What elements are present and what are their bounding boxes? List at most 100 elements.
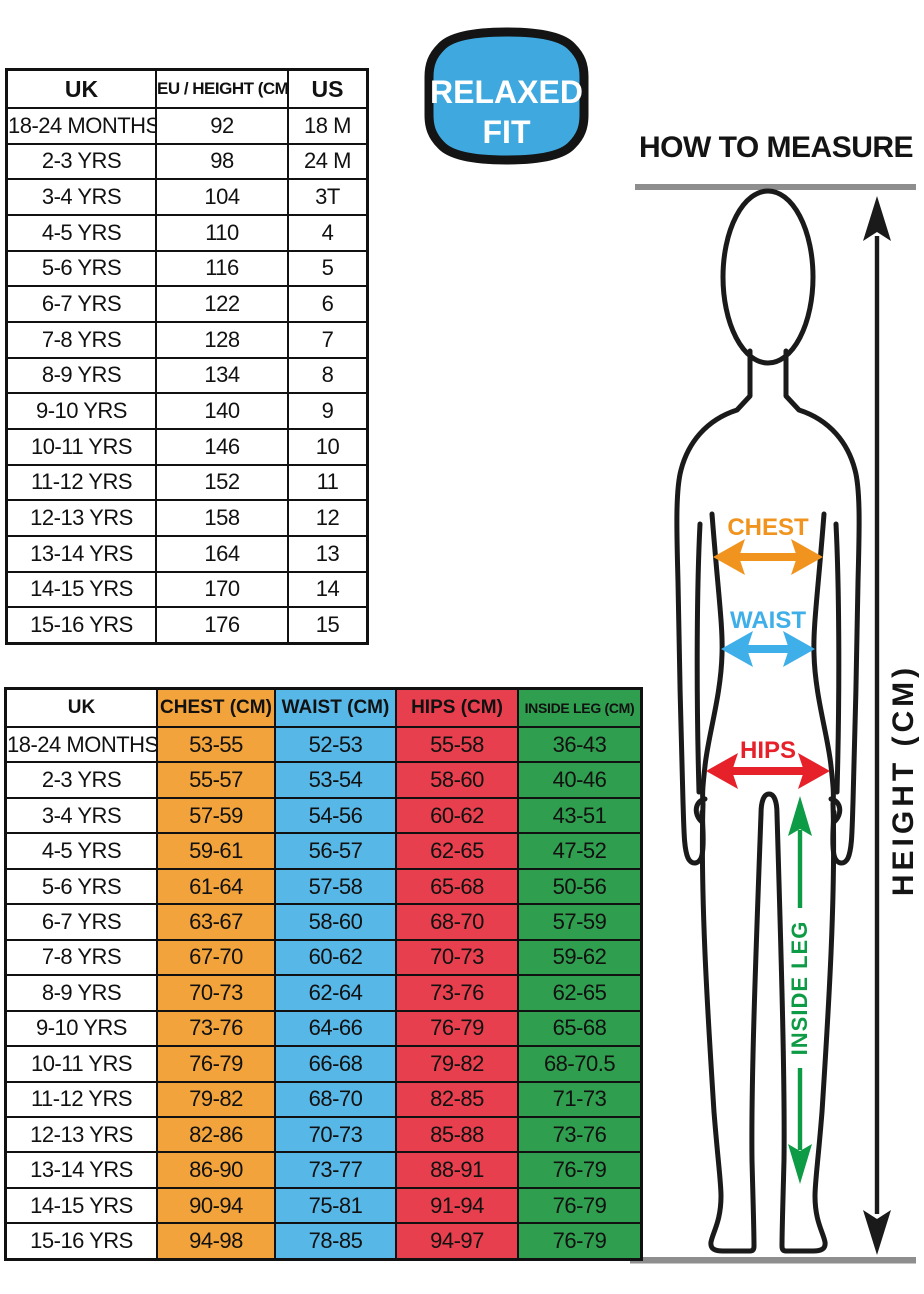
cell-chest: 57-59 bbox=[156, 796, 276, 835]
right-inner-leg-line bbox=[774, 811, 787, 1249]
header-uk: UK bbox=[5, 68, 157, 109]
cell-eu-height: 128 bbox=[155, 320, 289, 359]
cell-uk: 10-11 YRS bbox=[5, 427, 157, 466]
height-arrow bbox=[863, 196, 891, 1255]
cell-uk: 10-11 YRS bbox=[4, 1045, 158, 1083]
table-row: 2-3 YRS 98 24 M bbox=[5, 142, 369, 181]
cell-hips: 58-60 bbox=[395, 761, 519, 799]
cell-chest: 73-76 bbox=[156, 1009, 276, 1048]
cell-eu-height: 110 bbox=[155, 213, 289, 252]
cell-uk: 13-14 YRS bbox=[5, 534, 157, 573]
cell-eu-height: 116 bbox=[155, 249, 289, 288]
relaxed-fit-badge: RELAXED FIT bbox=[424, 27, 589, 165]
cell-uk: 13-14 YRS bbox=[4, 1151, 158, 1189]
cell-us: 24 M bbox=[287, 142, 369, 181]
cell-us: 5 bbox=[287, 249, 369, 288]
cell-inside-leg: 76-79 bbox=[517, 1222, 643, 1261]
cell-us: 15 bbox=[287, 606, 369, 645]
cell-eu-height: 170 bbox=[155, 570, 289, 609]
title-underline bbox=[635, 184, 916, 190]
chest-label: CHEST bbox=[727, 514, 809, 541]
cell-chest: 94-98 bbox=[156, 1222, 276, 1261]
cell-hips: 65-68 bbox=[395, 867, 519, 906]
cell-us: 3T bbox=[287, 178, 369, 216]
cell-us: 6 bbox=[287, 285, 369, 323]
table-row: 2-3 YRS 55-57 53-54 58-60 40-46 bbox=[4, 761, 643, 799]
cell-chest: 63-67 bbox=[156, 903, 276, 941]
cell-eu-height: 140 bbox=[155, 392, 289, 430]
table-row: 13-14 YRS 86-90 73-77 88-91 76-79 bbox=[4, 1151, 643, 1189]
header-inside-leg: INSIDE LEG (CM) bbox=[517, 687, 643, 728]
cell-hips: 79-82 bbox=[395, 1045, 519, 1083]
table-row: 5-6 YRS 116 5 bbox=[5, 249, 369, 288]
body-measurements-header: UK CHEST (CM) WAIST (CM) HIPS (CM) INSID… bbox=[4, 687, 643, 728]
cell-waist: 58-60 bbox=[274, 903, 397, 941]
table-row: 13-14 YRS 164 13 bbox=[5, 534, 369, 573]
hips-label: HIPS bbox=[740, 737, 796, 764]
cell-chest: 90-94 bbox=[156, 1186, 276, 1225]
table-row: 10-11 YRS 146 10 bbox=[5, 427, 369, 466]
header-waist: WAIST (CM) bbox=[274, 687, 397, 728]
table-header-row: UK EU / HEIGHT (CM) US bbox=[5, 68, 369, 109]
cell-hips: 60-62 bbox=[395, 796, 519, 835]
cell-waist: 54-56 bbox=[274, 796, 397, 835]
table-row: 6-7 YRS 63-67 58-60 68-70 57-59 bbox=[4, 903, 643, 941]
cell-hips: 70-73 bbox=[395, 938, 519, 977]
cell-waist: 66-68 bbox=[274, 1045, 397, 1083]
table-row: 3-4 YRS 104 3T bbox=[5, 178, 369, 216]
left-inner-leg-line bbox=[749, 811, 764, 1249]
cell-uk: 11-12 YRS bbox=[5, 463, 157, 502]
cell-chest: 70-73 bbox=[156, 974, 276, 1012]
table-row: 7-8 YRS 67-70 60-62 70-73 59-62 bbox=[4, 938, 643, 977]
cell-uk: 7-8 YRS bbox=[4, 938, 158, 977]
head-outline bbox=[720, 188, 816, 366]
cell-eu-height: 98 bbox=[155, 142, 289, 181]
cell-inside-leg: 65-68 bbox=[517, 1009, 643, 1048]
cell-uk: 5-6 YRS bbox=[4, 867, 158, 906]
cell-inside-leg: 50-56 bbox=[517, 867, 643, 906]
cell-chest: 76-79 bbox=[156, 1045, 276, 1083]
table-row: 4-5 YRS 59-61 56-57 62-65 47-52 bbox=[4, 832, 643, 870]
cell-waist: 78-85 bbox=[274, 1222, 397, 1261]
cell-inside-leg: 76-79 bbox=[517, 1151, 643, 1189]
cell-waist: 68-70 bbox=[274, 1080, 397, 1118]
cell-chest: 53-55 bbox=[156, 725, 276, 764]
header-us: US bbox=[287, 68, 369, 109]
cell-us: 14 bbox=[287, 570, 369, 609]
table-row: 15-16 YRS 94-98 78-85 94-97 76-79 bbox=[4, 1222, 643, 1261]
cell-uk: 8-9 YRS bbox=[5, 356, 157, 395]
cell-uk: 12-13 YRS bbox=[4, 1115, 158, 1154]
cell-waist: 53-54 bbox=[274, 761, 397, 799]
cell-hips: 68-70 bbox=[395, 903, 519, 941]
cell-waist: 73-77 bbox=[274, 1151, 397, 1189]
cell-chest: 67-70 bbox=[156, 938, 276, 977]
cell-eu-height: 92 bbox=[155, 107, 289, 145]
cell-uk: 3-4 YRS bbox=[5, 178, 157, 216]
cell-inside-leg: 36-43 bbox=[517, 725, 643, 764]
cell-eu-height: 146 bbox=[155, 427, 289, 466]
cell-inside-leg: 73-76 bbox=[517, 1115, 643, 1154]
right-arm-inner-line bbox=[833, 521, 842, 795]
cell-hips: 82-85 bbox=[395, 1080, 519, 1118]
cell-waist: 52-53 bbox=[274, 725, 397, 764]
age-size-table: UK EU / HEIGHT (CM) US 18-24 MONTHS 92 1… bbox=[5, 68, 369, 645]
cell-hips: 88-91 bbox=[395, 1151, 519, 1189]
cell-waist: 57-58 bbox=[274, 867, 397, 906]
table-row: 8-9 YRS 134 8 bbox=[5, 356, 369, 395]
table-row: 10-11 YRS 76-79 66-68 79-82 68-70.5 bbox=[4, 1045, 643, 1083]
cell-uk: 15-16 YRS bbox=[4, 1222, 158, 1261]
table-row: 12-13 YRS 158 12 bbox=[5, 499, 369, 537]
cell-uk: 3-4 YRS bbox=[4, 796, 158, 835]
body-measurements-body: 18-24 MONTHS 53-55 52-53 55-58 36-43 2-3… bbox=[4, 725, 643, 1261]
cell-eu-height: 104 bbox=[155, 178, 289, 216]
cell-chest: 86-90 bbox=[156, 1151, 276, 1189]
header-eu-height: EU / HEIGHT (CM) bbox=[155, 68, 289, 109]
how-to-measure-figure: CHEST WAIST HIPS INSIDE LEG HEIGHT (CM) bbox=[630, 184, 920, 1264]
left-torso-leg-outline bbox=[699, 511, 757, 1254]
table-row: 18-24 MONTHS 53-55 52-53 55-58 36-43 bbox=[4, 725, 643, 764]
hips-arrow bbox=[706, 753, 830, 789]
cell-eu-height: 176 bbox=[155, 606, 289, 645]
cell-uk: 15-16 YRS bbox=[5, 606, 157, 645]
cell-chest: 61-64 bbox=[156, 867, 276, 906]
cell-inside-leg: 40-46 bbox=[517, 761, 643, 799]
